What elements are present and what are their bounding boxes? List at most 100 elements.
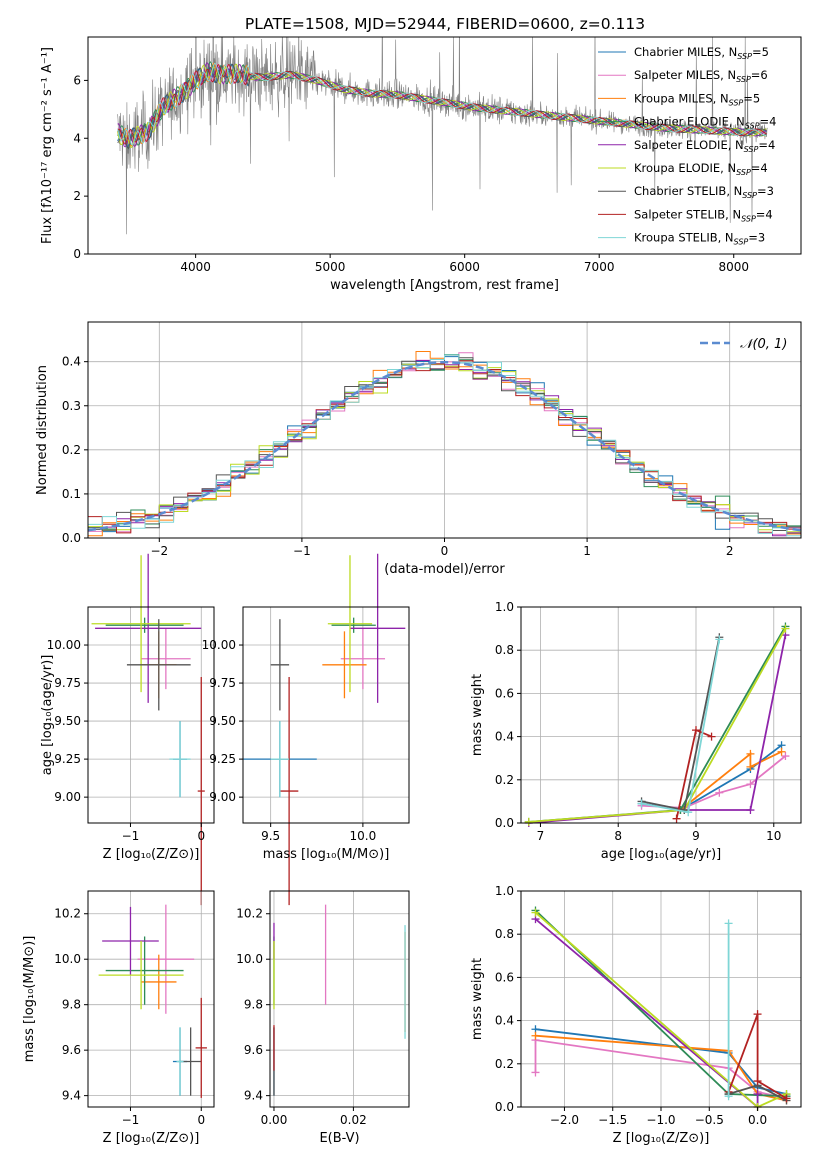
y-tick-label: 9.8 [244, 998, 263, 1012]
y-tick-label: 0.4 [62, 355, 81, 369]
y-tick-label: 10.2 [236, 907, 263, 921]
plot-area [91, 553, 205, 906]
weight-line-kroupa_stelib [641, 639, 721, 814]
y-tick-label: 9.25 [54, 752, 81, 766]
y-axis-label: Flux [fλ10⁻¹⁷ erg cm⁻² s⁻¹ A⁻¹] [40, 47, 55, 244]
y-axis-label: age [log₁₀(age/yr)] [40, 655, 55, 776]
x-tick-label: 0.02 [340, 1113, 367, 1127]
y-tick-label: 2 [73, 189, 81, 203]
y-tick-label: 9.25 [209, 752, 236, 766]
x-tick-label: −0.5 [695, 1113, 724, 1127]
x-tick-label: 0 [197, 1113, 205, 1127]
y-tick-label: 9.00 [209, 790, 236, 804]
axes-frame [87, 890, 215, 1108]
x-tick-label: 8000 [718, 260, 749, 274]
x-tick-label: 6000 [449, 260, 480, 274]
y-tick-label: 9.75 [54, 676, 81, 690]
weight-marker [777, 747, 786, 756]
weight-line-kroupa_miles [535, 1034, 787, 1102]
y-tick-label: 0.2 [495, 773, 514, 787]
model-spectrum-chabrier_elodie [117, 61, 767, 150]
x-tick-label: −1 [122, 829, 140, 843]
x-tick-label: 0.00 [261, 1113, 288, 1127]
y-tick-label: 0.0 [495, 1100, 514, 1114]
x-tick-label: 10.0 [350, 829, 377, 843]
weight-marker [684, 808, 693, 817]
observed-spectrum [117, 37, 768, 235]
weight-marker [724, 1092, 733, 1101]
plot-area [524, 622, 790, 827]
weight-marker [715, 635, 724, 644]
model-spectrum-kroupa_stelib [117, 62, 767, 146]
x-axis-label: Z [log₁₀(Z/Z⊙)] [103, 1131, 200, 1146]
weight-marker [746, 806, 755, 815]
axes-frame [520, 890, 802, 1108]
y-tick-label: 10.0 [236, 952, 263, 966]
axes-frame [87, 606, 215, 824]
y-tick-label: 10.0 [54, 952, 81, 966]
x-tick-label: −1.0 [646, 1113, 675, 1127]
x-tick-label: 1 [583, 544, 591, 558]
y-tick-label: 9.4 [62, 1089, 81, 1103]
plot-area [273, 904, 406, 1096]
weight-line-salpeter_elodie [528, 634, 787, 824]
y-tick-label: 0.2 [62, 443, 81, 457]
x-axis-label: E(B-V) [319, 1131, 359, 1146]
normal-curve [87, 360, 802, 532]
weight-marker [753, 1077, 762, 1086]
weight-marker [531, 1031, 540, 1040]
y-tick-label: 10.2 [54, 907, 81, 921]
legend-entry: Salpeter STELIB, NSSP=4 [634, 207, 773, 223]
weight-marker [753, 1010, 762, 1019]
axes-frame [87, 36, 802, 255]
x-axis-label: Z [log₁₀(Z/Z⊙)] [103, 847, 200, 862]
panel-residuals: −2 −1 0 1 2 0.0 0.1 0.2 0.3 0.4 (data-model)/error… [35, 321, 802, 577]
y-tick-label: 9.4 [244, 1089, 263, 1103]
weight-marker [782, 1094, 791, 1103]
axes-frame [242, 606, 410, 824]
y-tick-label: 0.2 [495, 1057, 514, 1071]
model-spectrum-kroupa_elodie [117, 63, 767, 149]
y-tick-label: 0.3 [62, 399, 81, 413]
weight-marker [753, 1090, 762, 1099]
weight-line-kroupa_miles [679, 750, 782, 811]
weight-line-chabrier_elodie [528, 625, 787, 823]
y-axis-label: mass weight [470, 674, 485, 756]
y-tick-label: 0.1 [62, 487, 81, 501]
x-tick-label: −1 [293, 544, 311, 558]
weight-marker [707, 732, 716, 741]
y-tick-label: 1.0 [495, 884, 514, 898]
y-tick-label: 0.0 [62, 531, 81, 545]
x-tick-label: −2 [150, 544, 168, 558]
model-spectrum-chabrier_stelib [117, 63, 767, 150]
y-tick-label: 10.00 [47, 638, 81, 652]
weight-line-chabrier_stelib [641, 637, 721, 812]
panel-mass-weight-7: −2.0 −1.5 −1.0 −0.5 0.0 0.0 0.2 0.4 0.6 0.8 1.0 Z [… [470, 884, 802, 1146]
legend-entry: Chabrier MILES, NSSP=5 [634, 45, 769, 61]
x-axis-label: mass [log₁₀(M/M⊙)] [263, 847, 390, 862]
legend-entry: Kroupa STELIB, NSSP=3 [634, 231, 765, 247]
legend-entry: Chabrier STELIB, NSSP=3 [634, 184, 774, 200]
x-axis-label: (data-model)/error [384, 562, 505, 577]
y-tick-label: 9.50 [54, 714, 81, 728]
weight-marker [746, 762, 755, 771]
x-tick-label: 0 [197, 829, 205, 843]
y-tick-label: 1.0 [495, 600, 514, 614]
x-tick-label: 0 [441, 544, 449, 558]
y-tick-label: 0 [73, 247, 81, 261]
y-tick-label: 9.8 [62, 998, 81, 1012]
x-tick-label: 8 [614, 829, 622, 843]
y-tick-label: 9.6 [62, 1043, 81, 1057]
weight-marker [724, 919, 733, 928]
axes-frame [87, 321, 802, 539]
x-tick-label: 7 [537, 829, 545, 843]
x-tick-label: 0.0 [748, 1113, 767, 1127]
model-spectrum-salpeter_elodie [117, 62, 767, 148]
weight-line-chabrier_miles [535, 1028, 787, 1095]
plot-area [98, 904, 207, 1098]
panel-errorbar-5: −1 0 9.4 9.6 9.8 10.0 10.2 Z [log₁₀(Z/Z⊙)] mass … [22, 890, 215, 1146]
y-tick-label: 9.75 [209, 676, 236, 690]
weight-marker [531, 1068, 540, 1077]
x-tick-label: −1 [122, 1113, 140, 1127]
